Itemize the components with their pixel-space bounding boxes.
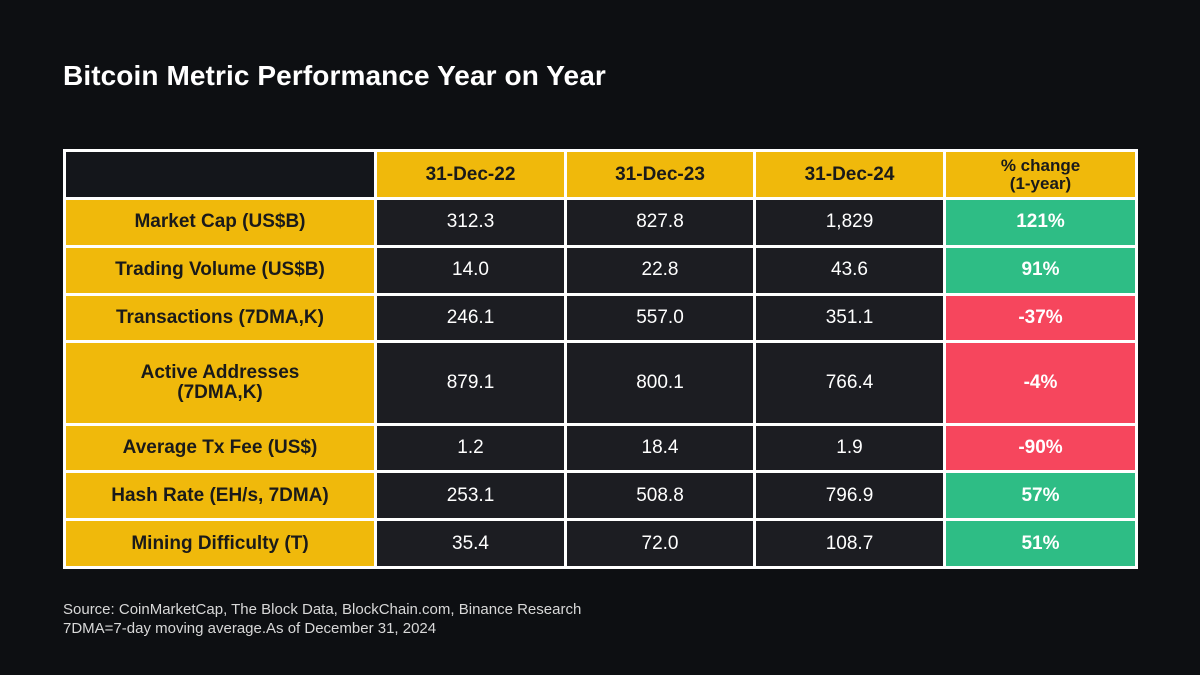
metrics-table-container: 31-Dec-22 31-Dec-23 31-Dec-24 % change (… <box>63 149 1138 569</box>
change-header-line-1: % change <box>1000 155 1081 175</box>
column-header-dec-23: 31-Dec-23 <box>564 149 756 200</box>
row-label-line: (7DMA,K) <box>177 381 263 403</box>
row-label: Hash Rate (EH/s, 7DMA) <box>63 470 377 522</box>
row-label: Trading Volume (US$B) <box>63 244 377 296</box>
column-header-percent-change: % change (1-year) <box>943 149 1138 200</box>
row-label: Active Addresses (7DMA,K) <box>63 340 377 426</box>
value-cell-dec-23: 508.8 <box>564 470 756 522</box>
row-label: Average Tx Fee (US$) <box>63 422 377 474</box>
value-cell-dec-23: 22.8 <box>564 244 756 296</box>
footer: Source: CoinMarketCap, The Block Data, B… <box>63 600 581 638</box>
table-body: Market Cap (US$B) 312.3 827.8 1,829 121% Trad… <box>63 197 1138 569</box>
value-cell-dec-24: 1.9 <box>753 422 946 474</box>
row-label: Mining Difficulty (T) <box>63 518 377 569</box>
value-cell-dec-23: 557.0 <box>564 292 756 344</box>
change-cell-positive: 121% <box>943 197 1138 248</box>
metrics-table: 31-Dec-22 31-Dec-23 31-Dec-24 % change (… <box>63 149 1138 569</box>
value-cell-dec-22: 312.3 <box>374 197 567 248</box>
table-row: Trading Volume (US$B) 14.0 22.8 43.6 91% <box>63 244 1138 296</box>
value-cell-dec-22: 14.0 <box>374 244 567 296</box>
change-cell-positive: 57% <box>943 470 1138 522</box>
column-header-dec-24: 31-Dec-24 <box>753 149 946 200</box>
table-row: Market Cap (US$B) 312.3 827.8 1,829 121% <box>63 197 1138 248</box>
value-cell-dec-24: 108.7 <box>753 518 946 569</box>
table-row: Transactions (7DMA,K) 246.1 557.0 351.1 -37% <box>63 292 1138 344</box>
value-cell-dec-24: 351.1 <box>753 292 946 344</box>
value-cell-dec-22: 246.1 <box>374 292 567 344</box>
table-header-row: 31-Dec-22 31-Dec-23 31-Dec-24 % change (… <box>63 149 1138 200</box>
change-header-line-2: (1-year) <box>1009 173 1072 193</box>
change-cell-positive: 91% <box>943 244 1138 296</box>
row-label-line: Trading Volume (US$B) <box>115 259 325 281</box>
row-label-line: Mining Difficulty (T) <box>131 532 309 554</box>
value-cell-dec-22: 879.1 <box>374 340 567 426</box>
source-note: Source: CoinMarketCap, The Block Data, B… <box>63 601 582 618</box>
value-cell-dec-23: 827.8 <box>564 197 756 248</box>
value-cell-dec-22: 1.2 <box>374 422 567 474</box>
value-cell-dec-24: 1,829 <box>753 197 946 248</box>
table-corner-cell <box>63 149 377 200</box>
table-row: Average Tx Fee (US$) 1.2 18.4 1.9 -90% <box>63 422 1138 474</box>
row-label-line: Average Tx Fee (US$) <box>122 436 318 458</box>
row-label-line: Market Cap (US$B) <box>134 211 306 233</box>
value-cell-dec-23: 72.0 <box>564 518 756 569</box>
table-row: Hash Rate (EH/s, 7DMA) 253.1 508.8 796.9 57% <box>63 470 1138 522</box>
column-header-dec-22: 31-Dec-22 <box>374 149 567 200</box>
value-cell-dec-23: 18.4 <box>564 422 756 474</box>
change-cell-positive: 51% <box>943 518 1138 569</box>
row-label-line: Active Addresses <box>140 361 300 383</box>
row-label-line: Transactions (7DMA,K) <box>116 306 324 328</box>
change-cell-negative: -90% <box>943 422 1138 474</box>
change-cell-negative: -37% <box>943 292 1138 344</box>
table-row: Mining Difficulty (T) 35.4 72.0 108.7 51% <box>63 518 1138 569</box>
page-title: Bitcoin Metric Performance Year on Year <box>63 60 606 91</box>
row-label: Transactions (7DMA,K) <box>63 292 377 344</box>
value-cell-dec-22: 35.4 <box>374 518 567 569</box>
value-cell-dec-22: 253.1 <box>374 470 567 522</box>
value-cell-dec-24: 796.9 <box>753 470 946 522</box>
change-cell-negative: -4% <box>943 340 1138 426</box>
row-label: Market Cap (US$B) <box>63 197 377 248</box>
value-cell-dec-24: 43.6 <box>753 244 946 296</box>
value-cell-dec-23: 800.1 <box>564 340 756 426</box>
value-cell-dec-24: 766.4 <box>753 340 946 426</box>
table-row: Active Addresses (7DMA,K) 879.1 800.1 766.4-… <box>63 340 1138 426</box>
row-label-line: Hash Rate (EH/s, 7DMA) <box>111 484 329 506</box>
definition-note: 7DMA=7-day moving average.As of December… <box>63 620 437 637</box>
